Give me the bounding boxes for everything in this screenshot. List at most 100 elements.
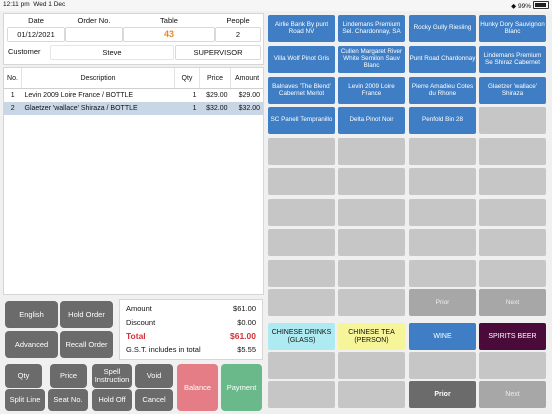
empty-product-slot[interactable]: [409, 229, 476, 256]
wifi-icon: ◆: [511, 3, 517, 10]
product-button[interactable]: Cullen Margaret River White Semilon Sauv…: [338, 46, 405, 73]
date-label: Date: [28, 16, 44, 25]
advanced-button[interactable]: Advanced: [5, 331, 58, 358]
empty-category-slot[interactable]: [409, 352, 476, 379]
row-price: $32.00: [199, 102, 231, 115]
recall-order-button[interactable]: Recall Order: [60, 331, 113, 358]
category-button[interactable]: SPIRITS BEER: [479, 323, 546, 350]
product-button[interactable]: Punt Road Chardonnay: [409, 46, 476, 73]
product-button[interactable]: Villa Wolf Pinot Gris: [268, 46, 335, 73]
product-button[interactable]: Balnaves 'The Blend' Cabernet Merlot: [268, 77, 335, 104]
order-no-field[interactable]: [65, 27, 123, 42]
row-price: $29.00: [206, 92, 228, 99]
product-button[interactable]: Glaetzer 'wallace' Shiraza: [479, 77, 546, 104]
empty-category-slot[interactable]: [338, 381, 405, 408]
empty-product-slot[interactable]: [338, 168, 405, 195]
category-button[interactable]: CHINESE TEA (PERSON): [338, 323, 405, 350]
col-qty: Qty: [174, 68, 200, 89]
empty-category-slot[interactable]: [268, 352, 335, 379]
product-button[interactable]: Airlie Bank By punt Road NV: [268, 15, 335, 42]
customer-label: Customer: [8, 47, 41, 56]
product-button[interactable]: Penfold Bin 28: [409, 107, 476, 134]
table-label: Table: [160, 16, 178, 25]
empty-product-slot[interactable]: [479, 107, 546, 134]
total-label: Total: [126, 331, 146, 341]
empty-category-slot[interactable]: [338, 352, 405, 379]
gst-label: G.S.T. includes in total: [126, 345, 201, 354]
empty-product-slot[interactable]: [479, 199, 546, 226]
cancel-button[interactable]: Cancel: [135, 389, 173, 411]
category-prior-button[interactable]: Prior: [409, 381, 476, 408]
status-time: 12:11 pm: [3, 1, 30, 8]
seat-no-button[interactable]: Seat No.: [48, 389, 88, 411]
empty-product-slot[interactable]: [479, 168, 546, 195]
empty-product-slot[interactable]: [409, 168, 476, 195]
spell-instruction-button[interactable]: Spell Instruction: [92, 364, 132, 388]
empty-product-slot[interactable]: [268, 229, 335, 256]
price-button[interactable]: Price: [50, 364, 87, 388]
table-row[interactable]: 1 Levin 2009 Loire France / BOTTLE 1 $29…: [4, 89, 263, 103]
empty-product-slot[interactable]: [268, 168, 335, 195]
split-line-button[interactable]: Split Line: [5, 389, 45, 411]
category-button[interactable]: CHINESE DRINKS (GLASS): [268, 323, 335, 350]
people-field[interactable]: 2: [215, 27, 261, 42]
empty-product-slot[interactable]: [338, 138, 405, 165]
product-button[interactable]: SC Panell Tempranillo: [268, 107, 335, 134]
empty-product-slot[interactable]: [409, 138, 476, 165]
product-next-button[interactable]: Next: [479, 289, 546, 316]
product-prior-button[interactable]: Prior: [409, 289, 476, 316]
product-button[interactable]: Rocky Gully Riesling: [409, 15, 476, 42]
staff-field[interactable]: SUPERVISOR: [175, 45, 261, 60]
date-field[interactable]: 01/12/2021: [7, 27, 65, 42]
empty-product-slot[interactable]: [268, 260, 335, 287]
hold-off-button[interactable]: Hold Off: [92, 389, 132, 411]
empty-category-slot[interactable]: [479, 352, 546, 379]
empty-product-slot[interactable]: [479, 229, 546, 256]
order-header: Date Order No. Table People 01/12/2021 4…: [3, 13, 264, 65]
empty-product-slot[interactable]: [338, 289, 405, 316]
english-button[interactable]: English: [5, 301, 58, 328]
customer-field[interactable]: Steve: [50, 45, 174, 60]
product-button[interactable]: Levin 2009 Loire France: [338, 77, 405, 104]
col-description: Description: [21, 68, 175, 89]
payment-button[interactable]: Payment: [221, 364, 262, 411]
table-field[interactable]: 43: [123, 27, 215, 42]
row-amount: $32.00: [230, 102, 263, 115]
discount-label: Discount: [126, 318, 156, 327]
void-button[interactable]: Void: [135, 364, 173, 388]
qty-button[interactable]: Qty: [5, 364, 42, 388]
product-button[interactable]: Delta Pinot Noir: [338, 107, 405, 134]
category-next-button[interactable]: Next: [479, 381, 546, 408]
row-qty: 1: [174, 102, 200, 115]
empty-product-slot[interactable]: [268, 138, 335, 165]
empty-product-slot[interactable]: [479, 260, 546, 287]
empty-product-slot[interactable]: [338, 260, 405, 287]
amount-label: Amount: [126, 304, 152, 313]
empty-product-slot[interactable]: [338, 229, 405, 256]
status-bar: 12:11 pm Wed 1 Dec ◆ 99%: [0, 0, 552, 11]
empty-category-slot[interactable]: [268, 381, 335, 408]
product-button[interactable]: Pierre Amadieu Cotes du Rhone: [409, 77, 476, 104]
table-row[interactable]: 2 Glaetzer 'wallace' Shiraza / BOTTLE 1 …: [4, 102, 263, 115]
balance-button[interactable]: Balance: [177, 364, 218, 411]
empty-product-slot[interactable]: [409, 199, 476, 226]
gst-value: $5.55: [237, 345, 256, 354]
amount-value: $61.00: [233, 304, 256, 313]
col-price: Price: [199, 68, 231, 89]
hold-order-button[interactable]: Hold Order: [60, 301, 113, 328]
totals-panel: Amount $61.00 Discount $0.00 Total $61.00 G…: [119, 299, 263, 360]
row-no: 2: [4, 102, 22, 115]
product-button[interactable]: Lindemans Premium Se Shiraz Cabernet: [479, 46, 546, 73]
empty-product-slot[interactable]: [338, 199, 405, 226]
product-button[interactable]: Lindemans Premium Sel. Chardonnay, SA: [338, 15, 405, 42]
category-button[interactable]: WINE: [409, 323, 476, 350]
empty-product-slot[interactable]: [268, 199, 335, 226]
empty-product-slot[interactable]: [409, 260, 476, 287]
product-button[interactable]: Hunky Dory Sauvignon Blanc: [479, 15, 546, 42]
empty-product-slot[interactable]: [479, 138, 546, 165]
discount-value: $0.00: [237, 318, 256, 327]
col-no: No.: [4, 68, 22, 89]
people-label: People: [226, 16, 250, 25]
empty-product-slot[interactable]: [268, 289, 335, 316]
row-description: Glaetzer 'wallace' Shiraza / BOTTLE: [21, 102, 175, 115]
